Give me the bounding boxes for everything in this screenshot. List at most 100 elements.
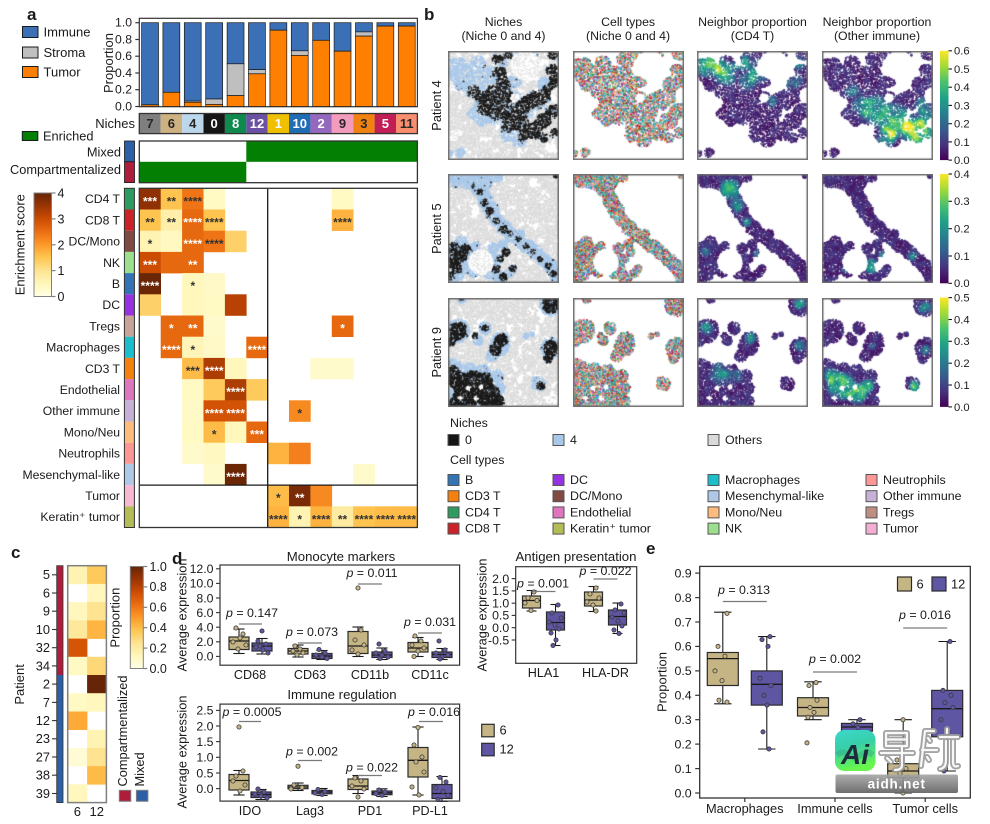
svg-text:*: * xyxy=(169,322,174,336)
svg-text:10.0: 10.0 xyxy=(190,577,214,591)
svg-text:a: a xyxy=(27,5,37,24)
svg-text:Enriched: Enriched xyxy=(43,129,94,144)
svg-text:p = 0.016: p = 0.016 xyxy=(898,608,951,622)
svg-text:**: ** xyxy=(167,194,177,208)
svg-text:34: 34 xyxy=(36,658,50,673)
svg-text:Monocyte markers: Monocyte markers xyxy=(287,549,396,564)
svg-text:0: 0 xyxy=(58,290,65,304)
svg-text:Patient 4: Patient 4 xyxy=(429,80,444,131)
svg-text:(Other immune): (Other immune) xyxy=(834,29,920,43)
svg-text:****: **** xyxy=(397,512,416,526)
svg-text:0.5: 0.5 xyxy=(674,664,691,678)
svg-text:5: 5 xyxy=(43,567,50,582)
svg-text:***: *** xyxy=(143,258,157,272)
svg-text:0.0: 0.0 xyxy=(150,662,167,676)
svg-text:0.2: 0.2 xyxy=(115,83,132,97)
svg-text:Compartmentalized: Compartmentalized xyxy=(10,162,121,177)
svg-text:0.1: 0.1 xyxy=(954,137,970,149)
svg-text:3: 3 xyxy=(58,212,65,226)
svg-text:2: 2 xyxy=(58,238,65,252)
svg-text:**: ** xyxy=(295,491,305,505)
svg-text:****: **** xyxy=(183,194,202,208)
svg-text:aidh.net: aidh.net xyxy=(868,777,926,792)
svg-text:CD63: CD63 xyxy=(294,668,326,682)
svg-text:4: 4 xyxy=(570,433,577,447)
svg-text:0.0: 0.0 xyxy=(492,621,509,635)
svg-text:Proportion: Proportion xyxy=(101,33,116,93)
svg-text:1.0: 1.0 xyxy=(150,560,167,574)
svg-text:*: * xyxy=(297,512,302,526)
svg-text:12: 12 xyxy=(36,713,50,728)
svg-text:Tumor cells: Tumor cells xyxy=(892,801,958,816)
svg-text:Tumor: Tumor xyxy=(883,522,918,536)
svg-text:(CD4 T): (CD4 T) xyxy=(731,29,775,43)
svg-text:2.5: 2.5 xyxy=(196,704,213,718)
svg-text:0.0: 0.0 xyxy=(674,786,691,800)
svg-text:**: ** xyxy=(188,258,198,272)
svg-text:Cell types: Cell types xyxy=(601,15,655,29)
svg-text:Tumor: Tumor xyxy=(85,489,120,503)
svg-text:Macrophages: Macrophages xyxy=(46,341,120,355)
svg-text:*: * xyxy=(297,406,302,420)
svg-text:NK: NK xyxy=(725,522,743,536)
svg-text:2: 2 xyxy=(318,116,325,131)
svg-text:8.0: 8.0 xyxy=(196,591,213,605)
svg-text:Other immune: Other immune xyxy=(43,404,120,418)
svg-text:Mixed: Mixed xyxy=(132,752,147,786)
svg-text:2.0: 2.0 xyxy=(492,572,509,586)
svg-text:CD3 T: CD3 T xyxy=(85,362,121,376)
svg-text:*: * xyxy=(340,322,345,336)
svg-text:0.4: 0.4 xyxy=(954,82,970,94)
svg-text:0.8: 0.8 xyxy=(150,580,167,594)
svg-text:Endothelial: Endothelial xyxy=(60,383,120,397)
svg-text:0: 0 xyxy=(465,433,472,447)
svg-text:b: b xyxy=(424,5,434,24)
svg-text:0.4: 0.4 xyxy=(115,66,132,80)
svg-text:0.2: 0.2 xyxy=(674,737,691,751)
svg-text:PD-L1: PD-L1 xyxy=(412,804,448,818)
svg-text:12: 12 xyxy=(951,577,965,592)
svg-text:0.2: 0.2 xyxy=(954,224,970,236)
svg-text:Keratin⁺ tumor: Keratin⁺ tumor xyxy=(40,510,120,524)
svg-text:12.0: 12.0 xyxy=(190,562,214,576)
svg-text:CD11c: CD11c xyxy=(411,668,449,682)
svg-text:1.5: 1.5 xyxy=(492,584,509,598)
svg-text:CD68: CD68 xyxy=(234,668,266,682)
svg-text:7: 7 xyxy=(146,116,153,131)
svg-text:Mono/Neu: Mono/Neu xyxy=(64,425,120,439)
svg-text:***: *** xyxy=(186,364,200,378)
svg-text:p = 0.022: p = 0.022 xyxy=(345,761,398,775)
svg-text:HLA1: HLA1 xyxy=(528,666,560,680)
svg-text:6: 6 xyxy=(500,723,507,738)
svg-text:p = 0.011: p = 0.011 xyxy=(345,566,397,580)
svg-text:0.3: 0.3 xyxy=(954,196,970,208)
svg-text:0.3: 0.3 xyxy=(954,336,970,348)
svg-text:**: ** xyxy=(167,216,177,230)
svg-text:12: 12 xyxy=(89,804,103,819)
svg-text:1.0: 1.0 xyxy=(492,596,509,610)
svg-text:2.0: 2.0 xyxy=(196,719,213,733)
svg-text:-0.5: -0.5 xyxy=(488,633,509,647)
svg-text:Macrophages: Macrophages xyxy=(706,801,784,816)
svg-text:****: **** xyxy=(205,364,224,378)
svg-text:0.0: 0.0 xyxy=(954,155,970,167)
svg-text:0.0: 0.0 xyxy=(196,782,213,796)
svg-text:****: **** xyxy=(205,406,224,420)
svg-text:6: 6 xyxy=(917,577,924,592)
svg-text:Average expression: Average expression xyxy=(175,559,190,672)
svg-text:0.3: 0.3 xyxy=(674,713,691,727)
svg-text:Patient 5: Patient 5 xyxy=(429,203,444,254)
svg-text:d: d xyxy=(172,549,182,568)
svg-text:p = 0.002: p = 0.002 xyxy=(808,652,861,666)
svg-text:****: **** xyxy=(205,216,224,230)
svg-text:0.0: 0.0 xyxy=(115,100,132,114)
svg-text:Neutrophils: Neutrophils xyxy=(883,473,946,487)
svg-text:0.5: 0.5 xyxy=(954,64,970,76)
svg-text:3: 3 xyxy=(360,116,367,131)
svg-text:Patient: Patient xyxy=(12,664,27,705)
svg-text:DC: DC xyxy=(570,473,588,487)
svg-text:CD4 T: CD4 T xyxy=(85,192,121,206)
svg-text:p = 0.002: p = 0.002 xyxy=(285,745,338,759)
svg-text:****: **** xyxy=(226,406,245,420)
svg-text:Immune: Immune xyxy=(44,25,91,40)
